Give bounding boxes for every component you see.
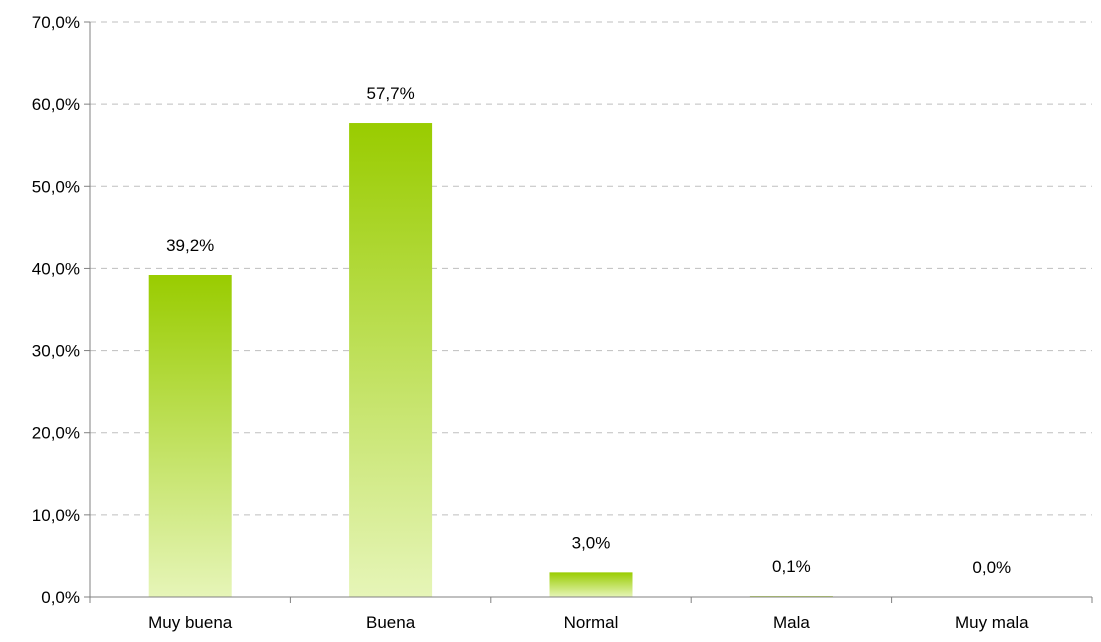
- data-label: 3,0%: [572, 533, 611, 552]
- y-tick-label: 0,0%: [41, 588, 80, 607]
- y-tick-label: 40,0%: [32, 259, 80, 278]
- data-label: 0,0%: [972, 558, 1011, 577]
- y-tick-label: 70,0%: [32, 13, 80, 32]
- x-category-label: Muy buena: [148, 613, 233, 632]
- data-label: 0,1%: [772, 557, 811, 576]
- gridlines: [90, 21, 1092, 516]
- bar-buena: [349, 123, 433, 598]
- x-category-label: Mala: [773, 613, 810, 632]
- bars: [148, 123, 833, 598]
- y-tick-label: 10,0%: [32, 506, 80, 525]
- bar-normal: [549, 572, 633, 597]
- axes: [84, 21, 1093, 603]
- y-tick-label: 30,0%: [32, 342, 80, 361]
- data-label: 39,2%: [166, 236, 214, 255]
- x-category-label: Muy mala: [955, 613, 1029, 632]
- y-tick-label: 50,0%: [32, 177, 80, 196]
- y-tick-label: 60,0%: [32, 95, 80, 114]
- x-category-label: Buena: [366, 613, 416, 632]
- y-tick-label: 20,0%: [32, 424, 80, 443]
- x-category-label: Normal: [564, 613, 619, 632]
- bar-muy-buena: [148, 275, 232, 597]
- data-label: 57,7%: [366, 84, 414, 103]
- labels: 0,0% 10,0% 20,0% 30,0% 40,0% 50,0% 60,0% 70,0% 3…: [32, 13, 1029, 632]
